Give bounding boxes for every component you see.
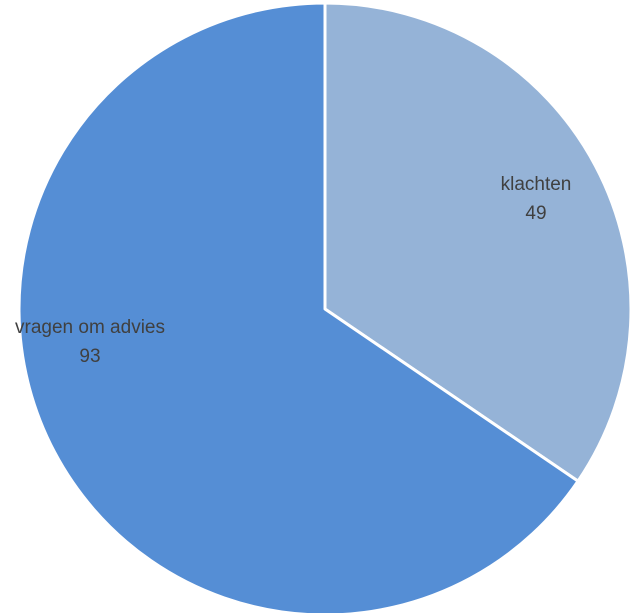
slice-label-vragen-om-advies-name: vragen om advies [15, 317, 165, 338]
pie-labels: klachten 49 vragen om advies 93 [15, 174, 571, 367]
pie-slice-vragen-om-advies [17, 1, 580, 613]
slice-label-vragen-om-advies-value: 93 [79, 346, 100, 367]
pie-slice-klachten [323, 1, 630, 483]
slice-label-klachten-name: klachten [501, 174, 572, 195]
pie-slices [17, 1, 630, 613]
slice-label-klachten-value: 49 [525, 203, 546, 224]
